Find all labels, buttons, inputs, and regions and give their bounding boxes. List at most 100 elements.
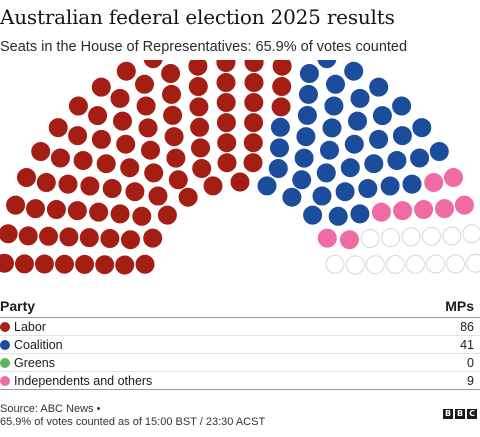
seat-coalition	[320, 140, 339, 160]
seat-labor	[135, 254, 155, 274]
logo-block: B	[443, 409, 453, 419]
seat-independents-and-others	[414, 200, 434, 219]
legend-party-name: Independents and others	[14, 374, 153, 388]
seat-undeclared	[401, 227, 421, 247]
seat-coalition	[344, 61, 364, 81]
seat-labor	[161, 64, 181, 83]
seat-coalition	[292, 170, 312, 190]
seat-independents-and-others	[444, 168, 463, 187]
seat-labor	[31, 142, 51, 161]
legend-row-coalition: Coalition 41	[0, 336, 480, 354]
seat-coalition	[270, 138, 289, 158]
greens-swatch	[0, 358, 10, 368]
legend-party-name: Greens	[14, 356, 55, 370]
seat-labor	[15, 254, 34, 274]
seat-labor	[148, 186, 168, 206]
seat-independents-and-others	[317, 228, 337, 248]
seat-labor	[168, 170, 188, 190]
seat-labor	[115, 255, 135, 275]
seat-coalition	[326, 74, 345, 94]
seat-labor	[143, 60, 163, 69]
seat-labor	[189, 97, 209, 117]
seat-coalition	[328, 206, 348, 226]
seat-labor	[216, 113, 236, 133]
seat-labor	[121, 230, 140, 250]
seat-coalition	[358, 179, 378, 198]
seat-labor	[58, 174, 78, 194]
seat-labor	[89, 202, 109, 222]
seat-labor	[35, 254, 54, 274]
seat-labor	[143, 228, 163, 248]
seat-labor	[113, 111, 132, 131]
seat-coalition	[282, 187, 302, 207]
seat-labor	[217, 133, 237, 153]
seat-coalition	[392, 126, 412, 146]
legend-party-name: Coalition	[14, 338, 63, 352]
seat-coalition	[340, 158, 360, 178]
seat-labor	[18, 226, 38, 246]
seat-labor	[73, 151, 93, 170]
seat-undeclared	[345, 255, 365, 275]
seat-labor	[144, 163, 164, 183]
seat-labor	[244, 60, 264, 72]
seat-undeclared	[426, 254, 445, 274]
footer: Source: ABC News • 65.9% of votes counte…	[0, 403, 265, 429]
legend-seat-count: 86	[460, 320, 474, 334]
seat-coalition	[257, 176, 277, 196]
seat-coalition	[364, 154, 384, 174]
seat-labor	[162, 84, 181, 104]
seat-labor	[190, 117, 210, 137]
seat-coalition	[350, 204, 370, 224]
seat-undeclared	[462, 224, 480, 244]
seat-coalition	[303, 205, 323, 225]
seat-coalition	[369, 129, 389, 149]
seat-labor	[164, 127, 184, 147]
mps-column-header: MPs	[445, 298, 474, 314]
seat-coalition	[348, 111, 367, 131]
chart-title: Australian federal election 2025 results	[0, 5, 395, 29]
chart-subtitle: Seats in the House of Representatives: 6…	[0, 39, 408, 55]
seat-labor	[110, 204, 130, 224]
seat-labor	[95, 255, 115, 275]
seat-coalition	[344, 134, 364, 154]
seat-coalition	[335, 182, 355, 202]
parliament-seat-chart	[0, 60, 480, 275]
seat-labor	[136, 96, 156, 116]
seat-undeclared	[385, 254, 405, 274]
seat-labor	[79, 228, 99, 248]
seat-coalition	[296, 127, 316, 147]
seat-labor	[244, 93, 264, 112]
count-note: 65.9% of votes counted as of 15:00 BST /…	[0, 416, 266, 428]
seat-labor	[188, 60, 208, 76]
bbc-logo: B B C	[443, 409, 477, 419]
seat-labor	[271, 97, 291, 117]
seat-coalition	[410, 148, 430, 168]
seat-labor	[102, 179, 122, 198]
seat-coalition	[392, 96, 412, 116]
seat-independents-and-others	[454, 195, 474, 215]
seat-labor	[230, 172, 250, 192]
legend-row-independents: Independents and others 9	[0, 372, 480, 390]
seat-labor	[135, 74, 154, 94]
seat-independents-and-others	[340, 230, 359, 250]
logo-block: B	[455, 409, 465, 419]
seat-labor	[88, 106, 108, 126]
seat-undeclared	[360, 229, 380, 248]
seat-labor	[244, 73, 264, 92]
seat-labor	[125, 182, 145, 202]
seat-undeclared	[466, 253, 480, 273]
seat-labor	[59, 227, 79, 247]
seat-labor	[272, 60, 292, 76]
seat-undeclared	[381, 228, 401, 248]
seat-labor	[68, 96, 88, 116]
seat-coalition	[322, 118, 342, 138]
seat-coalition	[312, 186, 332, 206]
seat-coalition	[317, 60, 337, 69]
legend-party-name: Labor	[14, 320, 46, 334]
seat-labor	[91, 77, 111, 97]
seat-coalition	[372, 106, 392, 126]
seat-coalition	[297, 105, 317, 125]
seat-labor	[68, 126, 88, 146]
legend-table: Party MPs Labor 86 Coalition 41 Greens 0…	[0, 296, 480, 390]
seat-labor	[191, 138, 210, 158]
